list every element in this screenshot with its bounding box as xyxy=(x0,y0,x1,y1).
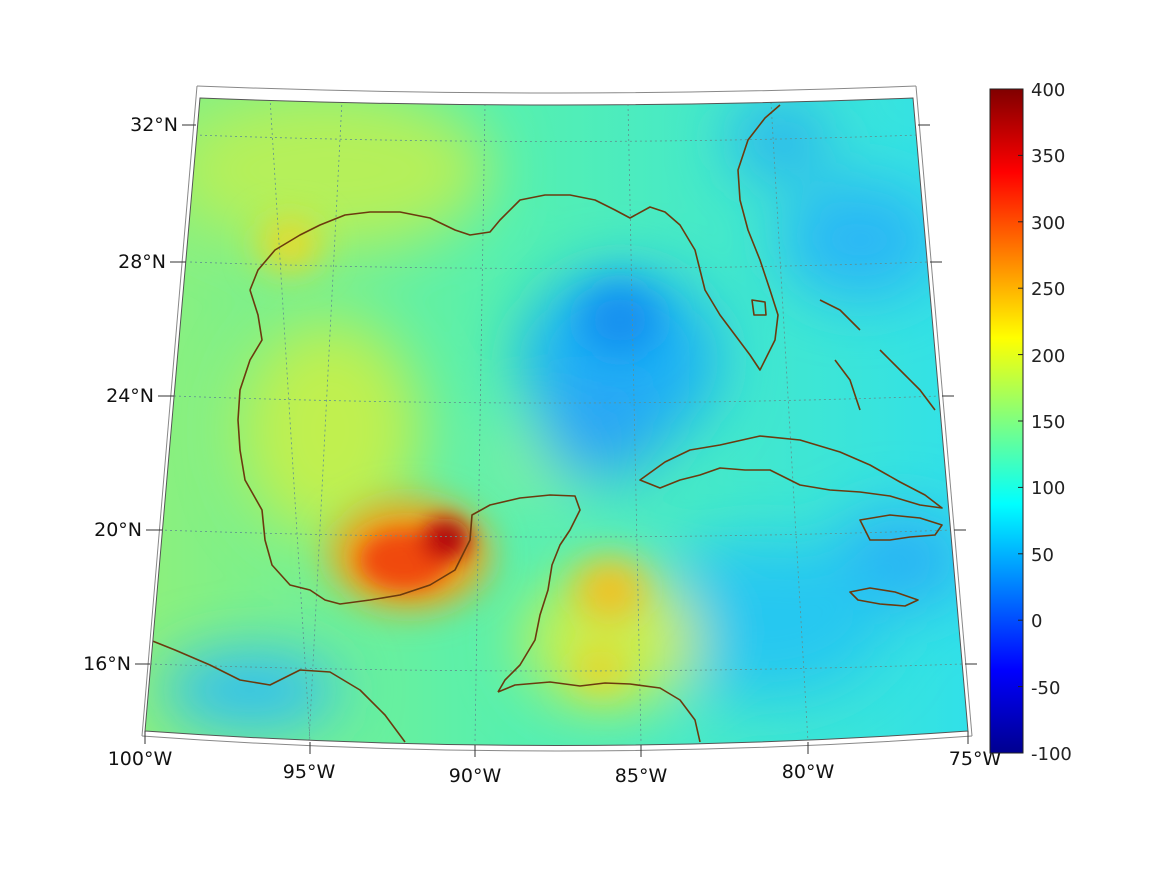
colorbar-label-350: 350 xyxy=(1031,146,1065,167)
lat-label-32n: 32°N xyxy=(130,114,178,136)
lat-label-24n: 24°N xyxy=(106,385,154,407)
cuba xyxy=(639,435,943,509)
colorbar-label-50: 50 xyxy=(1031,545,1054,566)
coastlines xyxy=(149,104,943,743)
colorbar-tick-labels: 400 350 300 250 200 150 100 50 0 -50 -10… xyxy=(1031,80,1072,765)
lat-label-20n: 20°N xyxy=(94,519,142,541)
central-america-coast xyxy=(497,681,701,743)
colorbar-ticks xyxy=(1018,154,1023,688)
colorbar-label-minus100: -100 xyxy=(1031,744,1072,765)
colorbar-label-250: 250 xyxy=(1031,279,1065,300)
us-gulf-coast xyxy=(249,104,781,371)
colorbar-label-200: 200 xyxy=(1031,346,1065,367)
lon-label-85w: 85°W xyxy=(615,765,668,787)
graticule xyxy=(149,98,964,743)
colorbar: 400 350 300 250 200 150 100 50 0 -50 -10… xyxy=(989,80,1072,765)
map-frame xyxy=(141,85,973,752)
longitude-labels: 100°W 95°W 90°W 85°W 80°W 75°W xyxy=(108,748,1002,787)
colorbar-label-400: 400 xyxy=(1031,80,1065,101)
mexico-pacific-coast xyxy=(149,639,406,743)
frame-ticks xyxy=(135,124,977,757)
lon-label-75w: 75°W xyxy=(949,748,1002,770)
jamaica xyxy=(849,587,919,607)
mexico-gulf-coast xyxy=(237,289,581,693)
bahamas xyxy=(819,299,936,411)
lat-label-16n: 16°N xyxy=(83,653,131,675)
hispaniola xyxy=(859,514,943,541)
lon-label-90w: 90°W xyxy=(449,765,502,787)
colorbar-label-0: 0 xyxy=(1031,611,1042,632)
lon-label-100w: 100°W xyxy=(108,748,173,770)
heat-field xyxy=(145,98,968,746)
lat-label-28n: 28°N xyxy=(118,251,166,273)
lake-okeechobee xyxy=(751,299,767,316)
colorbar-label-100: 100 xyxy=(1031,478,1065,499)
colorbar-bar xyxy=(989,88,1024,754)
lon-label-95w: 95°W xyxy=(283,761,336,783)
colorbar-label-300: 300 xyxy=(1031,213,1065,234)
lon-label-80w: 80°W xyxy=(782,761,835,783)
colorbar-label-150: 150 xyxy=(1031,412,1065,433)
latitude-labels: 32°N 28°N 24°N 20°N 16°N xyxy=(83,114,178,675)
colorbar-label-minus50: -50 xyxy=(1031,678,1060,699)
